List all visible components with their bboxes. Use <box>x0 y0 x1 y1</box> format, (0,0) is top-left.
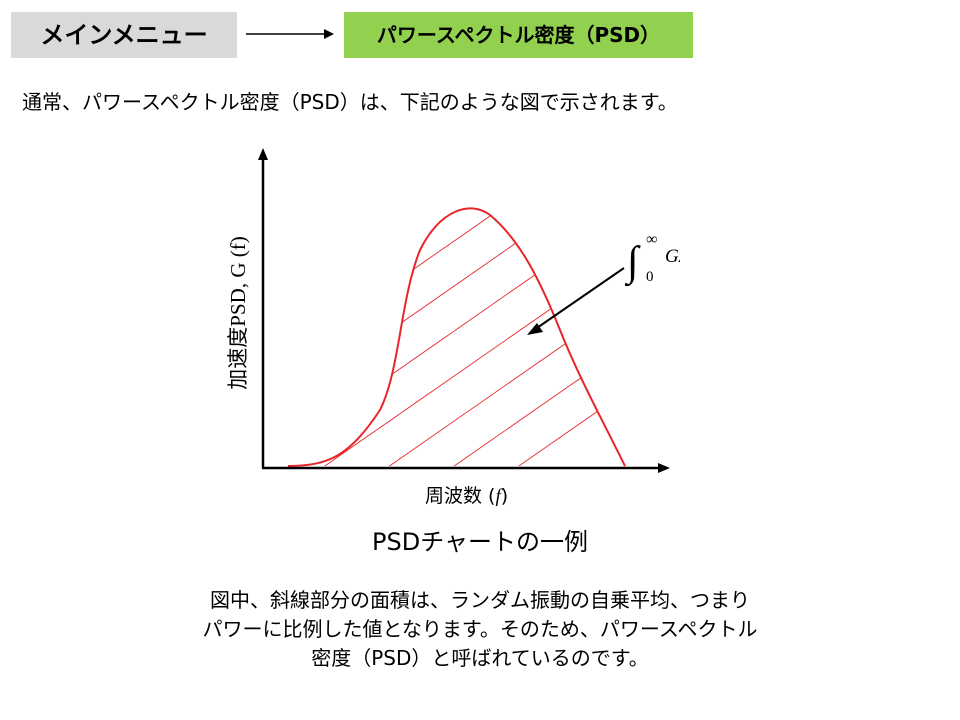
x-axis-label-close: ) <box>500 485 509 507</box>
intro-text: 通常、パワースペクトル密度（PSD）は、下記のような図で示されます。 <box>22 90 678 114</box>
nav-arrow-icon <box>246 29 334 39</box>
psd-diagram: ∫ ∞ 0 Gx(f)df <box>258 148 680 473</box>
description-line-3: 密度（PSD）と呼ばれているのです。 <box>311 646 649 670</box>
x-axis-label: 周波数 (f) <box>425 481 508 508</box>
x-axis-arrow-icon <box>658 463 670 473</box>
y-axis-label: 加速度PSD, G (f) <box>226 236 250 390</box>
psd-curve <box>287 207 626 467</box>
x-axis-label-var: f <box>495 486 501 507</box>
integral-sign: ∫ <box>624 239 641 287</box>
figure-caption: PSDチャートの一例 <box>372 528 588 556</box>
y-axis-arrow-icon <box>258 148 268 160</box>
hatched-area <box>288 208 625 466</box>
y-axis-label-box: 加速度PSD, G (f) <box>220 218 254 408</box>
current-page-tab[interactable]: パワースペクトル密度（PSD） <box>344 12 693 58</box>
description: 図中、斜線部分の面積は、ランダム振動の自乗平均、つまり パワーに比例した値となり… <box>140 586 820 673</box>
description-line-1: 図中、斜線部分の面積は、ランダム振動の自乗平均、つまり <box>210 588 750 612</box>
integral-integrand: Gx(f)df <box>665 246 680 267</box>
pointer-arrow-head-icon <box>527 323 543 335</box>
integral-upper-limit: ∞ <box>646 231 657 248</box>
x-axis-label-text: 周波数 ( <box>425 485 496 507</box>
main-menu-button[interactable]: メインメニュー <box>11 12 237 58</box>
pointer-arrow <box>533 267 625 331</box>
description-line-2: パワーに比例した値となります。そのため、パワースペクトル <box>202 617 758 641</box>
integral-lower-limit: 0 <box>646 269 654 285</box>
integral-formula: ∫ ∞ 0 Gx(f)df <box>624 231 680 287</box>
